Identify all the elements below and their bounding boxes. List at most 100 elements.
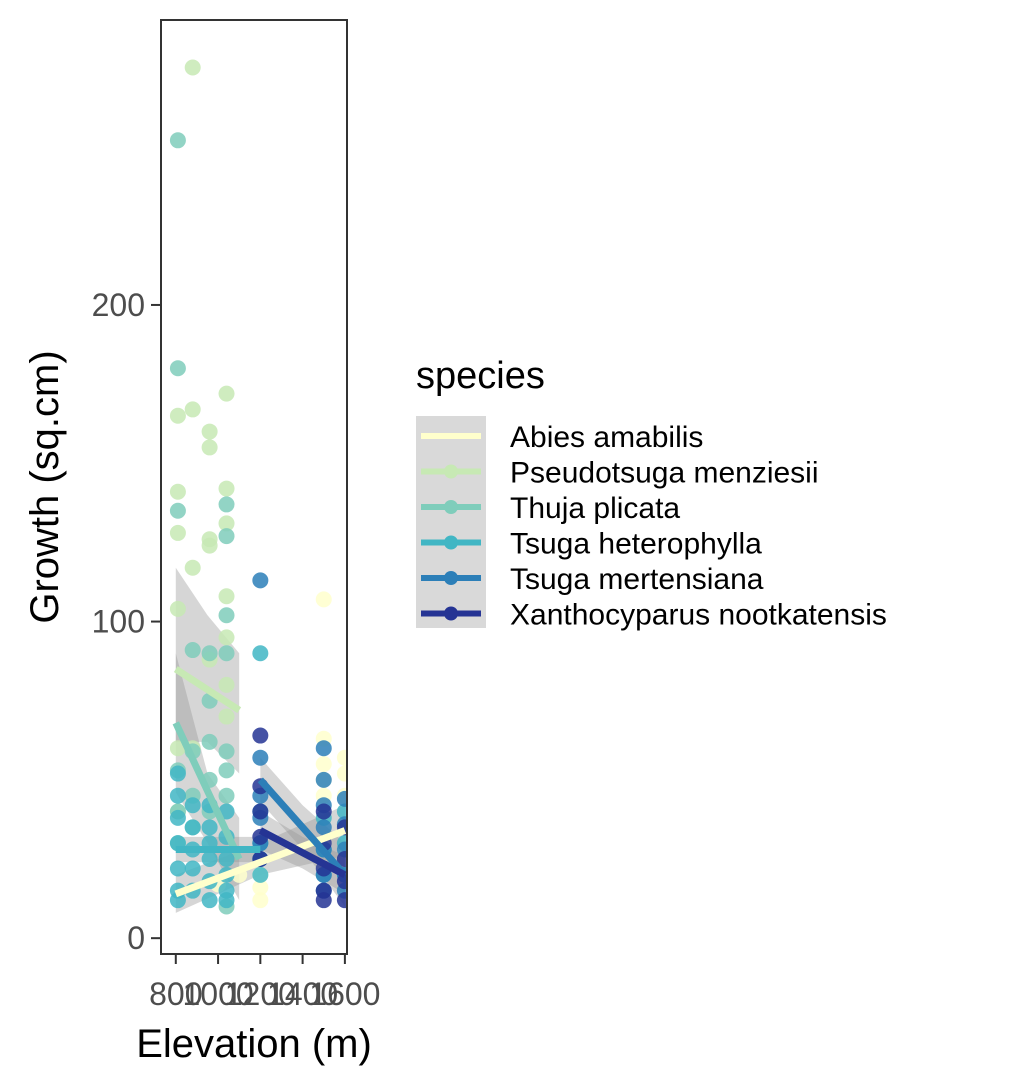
point-pseudotsuga-menziesii [218, 480, 235, 497]
point-pseudotsuga-menziesii [184, 59, 201, 76]
legend-key-background [416, 416, 486, 628]
point-thuja-plicata [218, 528, 235, 545]
point-pseudotsuga-menziesii [218, 708, 235, 725]
point-xanthocyparus-nootkatensis [252, 803, 269, 820]
x-tick-label: 800 [149, 976, 202, 1012]
x-axis-title: Elevation (m) [136, 1022, 372, 1066]
legend-title: species [416, 355, 545, 397]
point-tsuga-heterophylla [252, 866, 269, 883]
point-tsuga-heterophylla [169, 809, 186, 826]
point-xanthocyparus-nootkatensis [252, 727, 269, 744]
legend-label-pseudotsuga-menziesii: Pseudotsuga menziesii [510, 457, 819, 490]
point-xanthocyparus-nootkatensis [336, 892, 347, 909]
y-axis: 0 100 200 [92, 287, 161, 956]
point-pseudotsuga-menziesii [169, 524, 186, 541]
point-abies-amabilis [252, 892, 269, 909]
legend-label-xanthocyparus-nootkatensis: Xanthocyparus nootkatensis [510, 599, 887, 632]
point-thuja-plicata [218, 496, 235, 513]
point-pseudotsuga-menziesii [218, 588, 235, 605]
point-xanthocyparus-nootkatensis [336, 851, 347, 868]
point-pseudotsuga-menziesii [218, 629, 235, 646]
point-tsuga-heterophylla [184, 819, 201, 836]
point-pseudotsuga-menziesii [184, 559, 201, 576]
legend-key-point-tsuga-mertensiana [444, 571, 458, 585]
point-xanthocyparus-nootkatensis [315, 803, 332, 820]
point-thuja-plicata [201, 733, 218, 750]
x-tick-label: 1400 [267, 976, 338, 1012]
point-thuja-plicata [218, 743, 235, 760]
point-abies-amabilis [315, 591, 332, 608]
point-pseudotsuga-menziesii [218, 385, 235, 402]
point-pseudotsuga-menziesii [218, 676, 235, 693]
point-tsuga-heterophylla [169, 860, 186, 877]
point-tsuga-heterophylla [201, 819, 218, 836]
point-tsuga-heterophylla [201, 851, 218, 868]
point-abies-amabilis [252, 879, 269, 896]
point-tsuga-mertensiana [252, 572, 269, 589]
point-pseudotsuga-menziesii [201, 439, 218, 456]
point-tsuga-heterophylla [336, 803, 347, 820]
point-tsuga-heterophylla [169, 892, 186, 909]
point-thuja-plicata [169, 132, 186, 149]
point-tsuga-mertensiana [252, 749, 269, 766]
point-pseudotsuga-menziesii [218, 515, 235, 532]
point-tsuga-mertensiana [336, 790, 347, 807]
point-abies-amabilis [315, 756, 332, 773]
trend-line-pseudotsuga-menziesii [173, 666, 242, 714]
point-pseudotsuga-menziesii [201, 537, 218, 554]
point-xanthocyparus-nootkatensis [315, 892, 332, 909]
point-thuja-plicata [218, 607, 235, 624]
point-tsuga-heterophylla [252, 645, 269, 662]
point-thuja-plicata [218, 787, 235, 804]
legend-label-tsuga-heterophylla: Tsuga heterophylla [510, 528, 762, 561]
point-pseudotsuga-menziesii [169, 600, 186, 617]
point-tsuga-mertensiana [315, 819, 332, 836]
point-tsuga-mertensiana [315, 740, 332, 757]
point-tsuga-heterophylla [184, 860, 201, 877]
point-thuja-plicata [169, 360, 186, 377]
point-pseudotsuga-menziesii [201, 423, 218, 440]
y-tick-label: 200 [92, 287, 145, 323]
point-tsuga-heterophylla [184, 797, 201, 814]
point-pseudotsuga-menziesii [184, 401, 201, 418]
point-thuja-plicata [201, 645, 218, 662]
trend-line-thuja-plicata [172, 721, 243, 861]
legend-label-tsuga-mertensiana: Tsuga mertensiana [510, 563, 764, 596]
point-tsuga-heterophylla [169, 787, 186, 804]
trend-line-tsuga-mertensiana [257, 777, 347, 878]
y-tick-label: 100 [92, 604, 145, 640]
y-tick-label: 0 [127, 920, 145, 956]
legend-key-point-pseudotsuga-menziesii [444, 464, 458, 479]
point-abies-amabilis [336, 749, 347, 766]
y-axis-title: Growth (sq.cm) [23, 350, 67, 623]
x-tick-label: 1200 [225, 976, 296, 1012]
point-tsuga-heterophylla [218, 892, 235, 909]
point-tsuga-heterophylla [169, 765, 186, 782]
legend-label-abies-amabilis: Abies amabilis [510, 421, 703, 454]
legend-key-point-xanthocyparus-nootkatensis [444, 606, 458, 621]
point-thuja-plicata [218, 762, 235, 779]
point-xanthocyparus-nootkatensis [336, 873, 347, 890]
panel-border [160, 19, 348, 955]
point-tsuga-heterophylla [201, 892, 218, 909]
point-tsuga-mertensiana [315, 771, 332, 788]
point-tsuga-heterophylla [218, 851, 235, 868]
x-tick-label: 1000 [182, 976, 253, 1012]
point-pseudotsuga-menziesii [169, 407, 186, 424]
legend-key-point-thuja-plicata [444, 500, 458, 514]
x-tick-label: 1600 [309, 976, 380, 1012]
point-abies-amabilis [336, 765, 347, 782]
point-thuja-plicata [169, 502, 186, 519]
point-thuja-plicata [184, 642, 201, 659]
legend-label-thuja-plicata: Thuja plicata [510, 492, 680, 525]
point-thuja-plicata [218, 645, 235, 662]
point-pseudotsuga-menziesii [169, 483, 186, 500]
trend-line-xanthocyparus-nootkatensis [258, 827, 347, 878]
trend-lines [172, 666, 347, 898]
legend-key-point-tsuga-heterophylla [444, 535, 458, 550]
